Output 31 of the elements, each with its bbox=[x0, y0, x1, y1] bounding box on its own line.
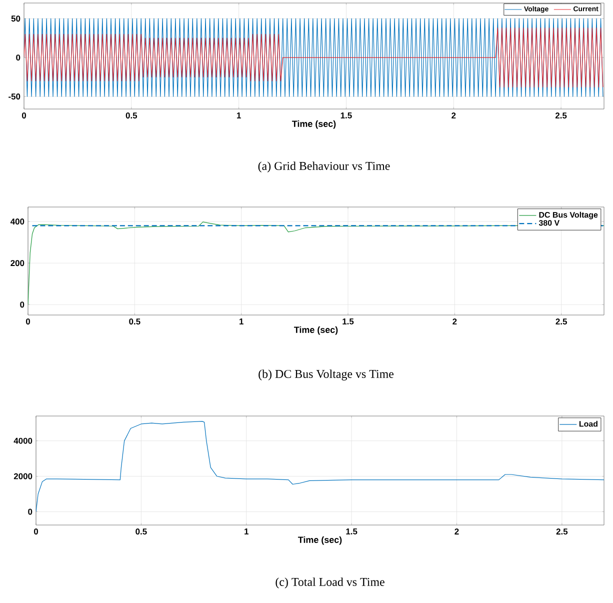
x-tick-label: 0.5 bbox=[136, 528, 147, 535]
x-tick-label: 0.5 bbox=[129, 318, 140, 325]
x-tick-label: 1 bbox=[244, 528, 248, 534]
text: (a) Grid Behaviour vs Time bbox=[258, 162, 390, 172]
x-tick-label: 1.5 bbox=[346, 528, 358, 534]
y-tick-label: 0 bbox=[16, 54, 20, 61]
y-tick-label: 4000 bbox=[14, 438, 32, 444]
x-axis-title: Time (sec) bbox=[298, 536, 342, 545]
y-tick-label: 400 bbox=[10, 218, 24, 225]
x-tick-label: 2.5 bbox=[556, 528, 568, 535]
x-tick-label: 1.5 bbox=[340, 112, 352, 118]
x-axis-title: Time (sec) bbox=[294, 326, 338, 335]
y-tick-label: 0 bbox=[28, 508, 32, 515]
y-tick-label: -50 bbox=[8, 94, 20, 100]
x-axis-title: Time (sec) bbox=[292, 120, 336, 129]
x-tick-label: 2 bbox=[452, 112, 456, 118]
x-tick-label: 0 bbox=[34, 528, 38, 535]
x-tick-label: 1.5 bbox=[342, 318, 354, 324]
x-tick-label: 2 bbox=[454, 528, 459, 534]
x-tick-label: 0.5 bbox=[126, 112, 138, 119]
y-tick-label: 50 bbox=[11, 16, 20, 22]
x-tick-label: 1 bbox=[236, 112, 241, 118]
x-tick-label: 1 bbox=[240, 318, 244, 324]
text: (c) Total Load vs Time bbox=[276, 578, 384, 588]
text: (b) DC Bus Voltage vs Time bbox=[258, 370, 394, 380]
y-tick-label: 200 bbox=[10, 260, 24, 266]
x-tick-label: 2.5 bbox=[555, 112, 567, 119]
x-tick-label: 2 bbox=[452, 318, 457, 324]
y-tick-label: 0 bbox=[20, 302, 24, 308]
x-tick-label: 2.5 bbox=[556, 318, 567, 325]
y-tick-label: 2000 bbox=[14, 473, 32, 480]
